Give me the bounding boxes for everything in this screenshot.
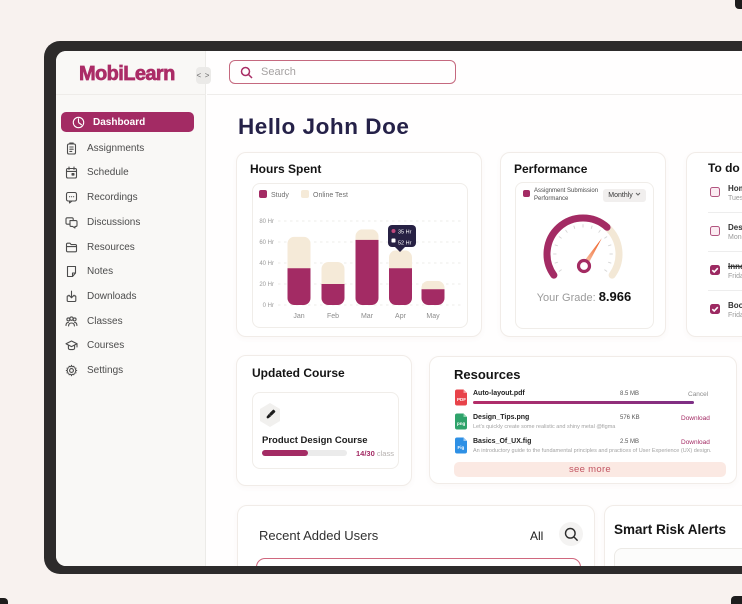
- svg-text:png: png: [457, 421, 465, 426]
- svg-text:60 Hr: 60 Hr: [259, 240, 274, 246]
- svg-text:PDF: PDF: [457, 397, 466, 402]
- svg-text:80 Hr: 80 Hr: [259, 219, 274, 225]
- svg-text:Apr: Apr: [395, 313, 407, 320]
- svg-text:20 Hr: 20 Hr: [259, 282, 274, 288]
- svg-text:35 Hr: 35 Hr: [398, 230, 412, 236]
- svg-text:40 Hr: 40 Hr: [259, 261, 274, 267]
- svg-text:52 Hr: 52 Hr: [398, 241, 412, 247]
- svg-text:Jan: Jan: [293, 313, 304, 320]
- svg-text:May: May: [426, 313, 440, 320]
- svg-text:Mar: Mar: [361, 313, 374, 320]
- svg-text:Study: Study: [271, 192, 289, 199]
- svg-text:Fig: Fig: [458, 445, 465, 450]
- svg-text:Online Test: Online Test: [313, 192, 348, 199]
- svg-text:0 Hr: 0 Hr: [263, 303, 274, 309]
- svg-text:Feb: Feb: [327, 313, 339, 320]
